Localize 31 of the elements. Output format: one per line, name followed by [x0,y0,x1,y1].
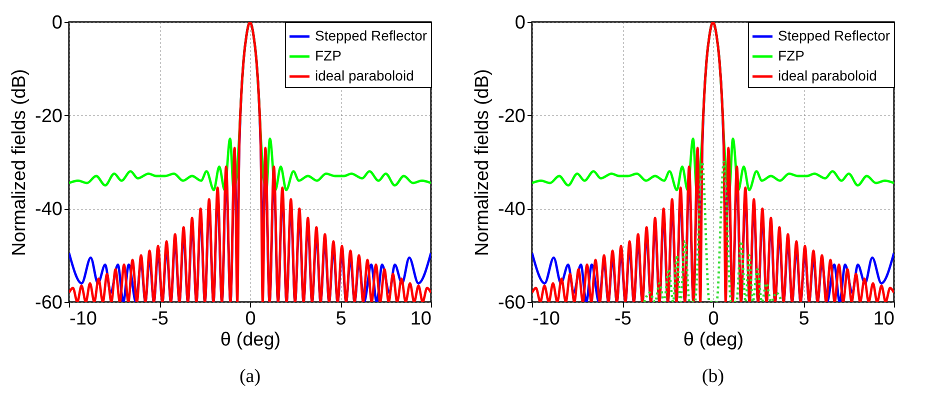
legend-label: Stepped Reflector [778,28,890,44]
y-tick-label: -40 [498,199,526,220]
x-tick-label: 10 [410,308,432,330]
x-tick-label: -5 [614,308,632,330]
legend-label: FZP [778,48,804,64]
legend-label: Stepped Reflector [315,28,428,44]
x-tick-label: 5 [336,308,346,330]
y-axis-title: Normalized fields (dB) [472,69,494,256]
y-tick-label: -20 [35,106,62,127]
x-tick-label: 10 [873,308,894,330]
x-tick-label: -10 [532,308,560,330]
x-tick-label: -5 [152,308,168,330]
legend-label: ideal paraboloid [315,68,414,84]
x-tick-label: 0 [245,308,256,330]
text: (b) [702,366,724,387]
legend-label: ideal paraboloid [778,68,877,84]
x-tick-label: 5 [798,308,810,330]
y-axis-title: Normalized fields (dB) [9,69,30,256]
x-axis-title: θ (deg) [220,330,281,350]
x-tick-label: -10 [70,308,97,330]
legend-label: FZP [315,48,342,64]
y-tick-label: -60 [35,292,62,314]
y-tick-label: -40 [35,199,62,220]
x-axis-title: θ (deg) [683,330,744,350]
line-series [643,160,783,302]
y-tick-label: 0 [52,12,62,34]
y-tick-label: -60 [498,292,526,314]
text: (a) [239,366,261,387]
y-tick-label: -20 [498,106,526,127]
x-tick-label: 0 [708,308,719,330]
y-tick-label: 0 [514,12,526,34]
